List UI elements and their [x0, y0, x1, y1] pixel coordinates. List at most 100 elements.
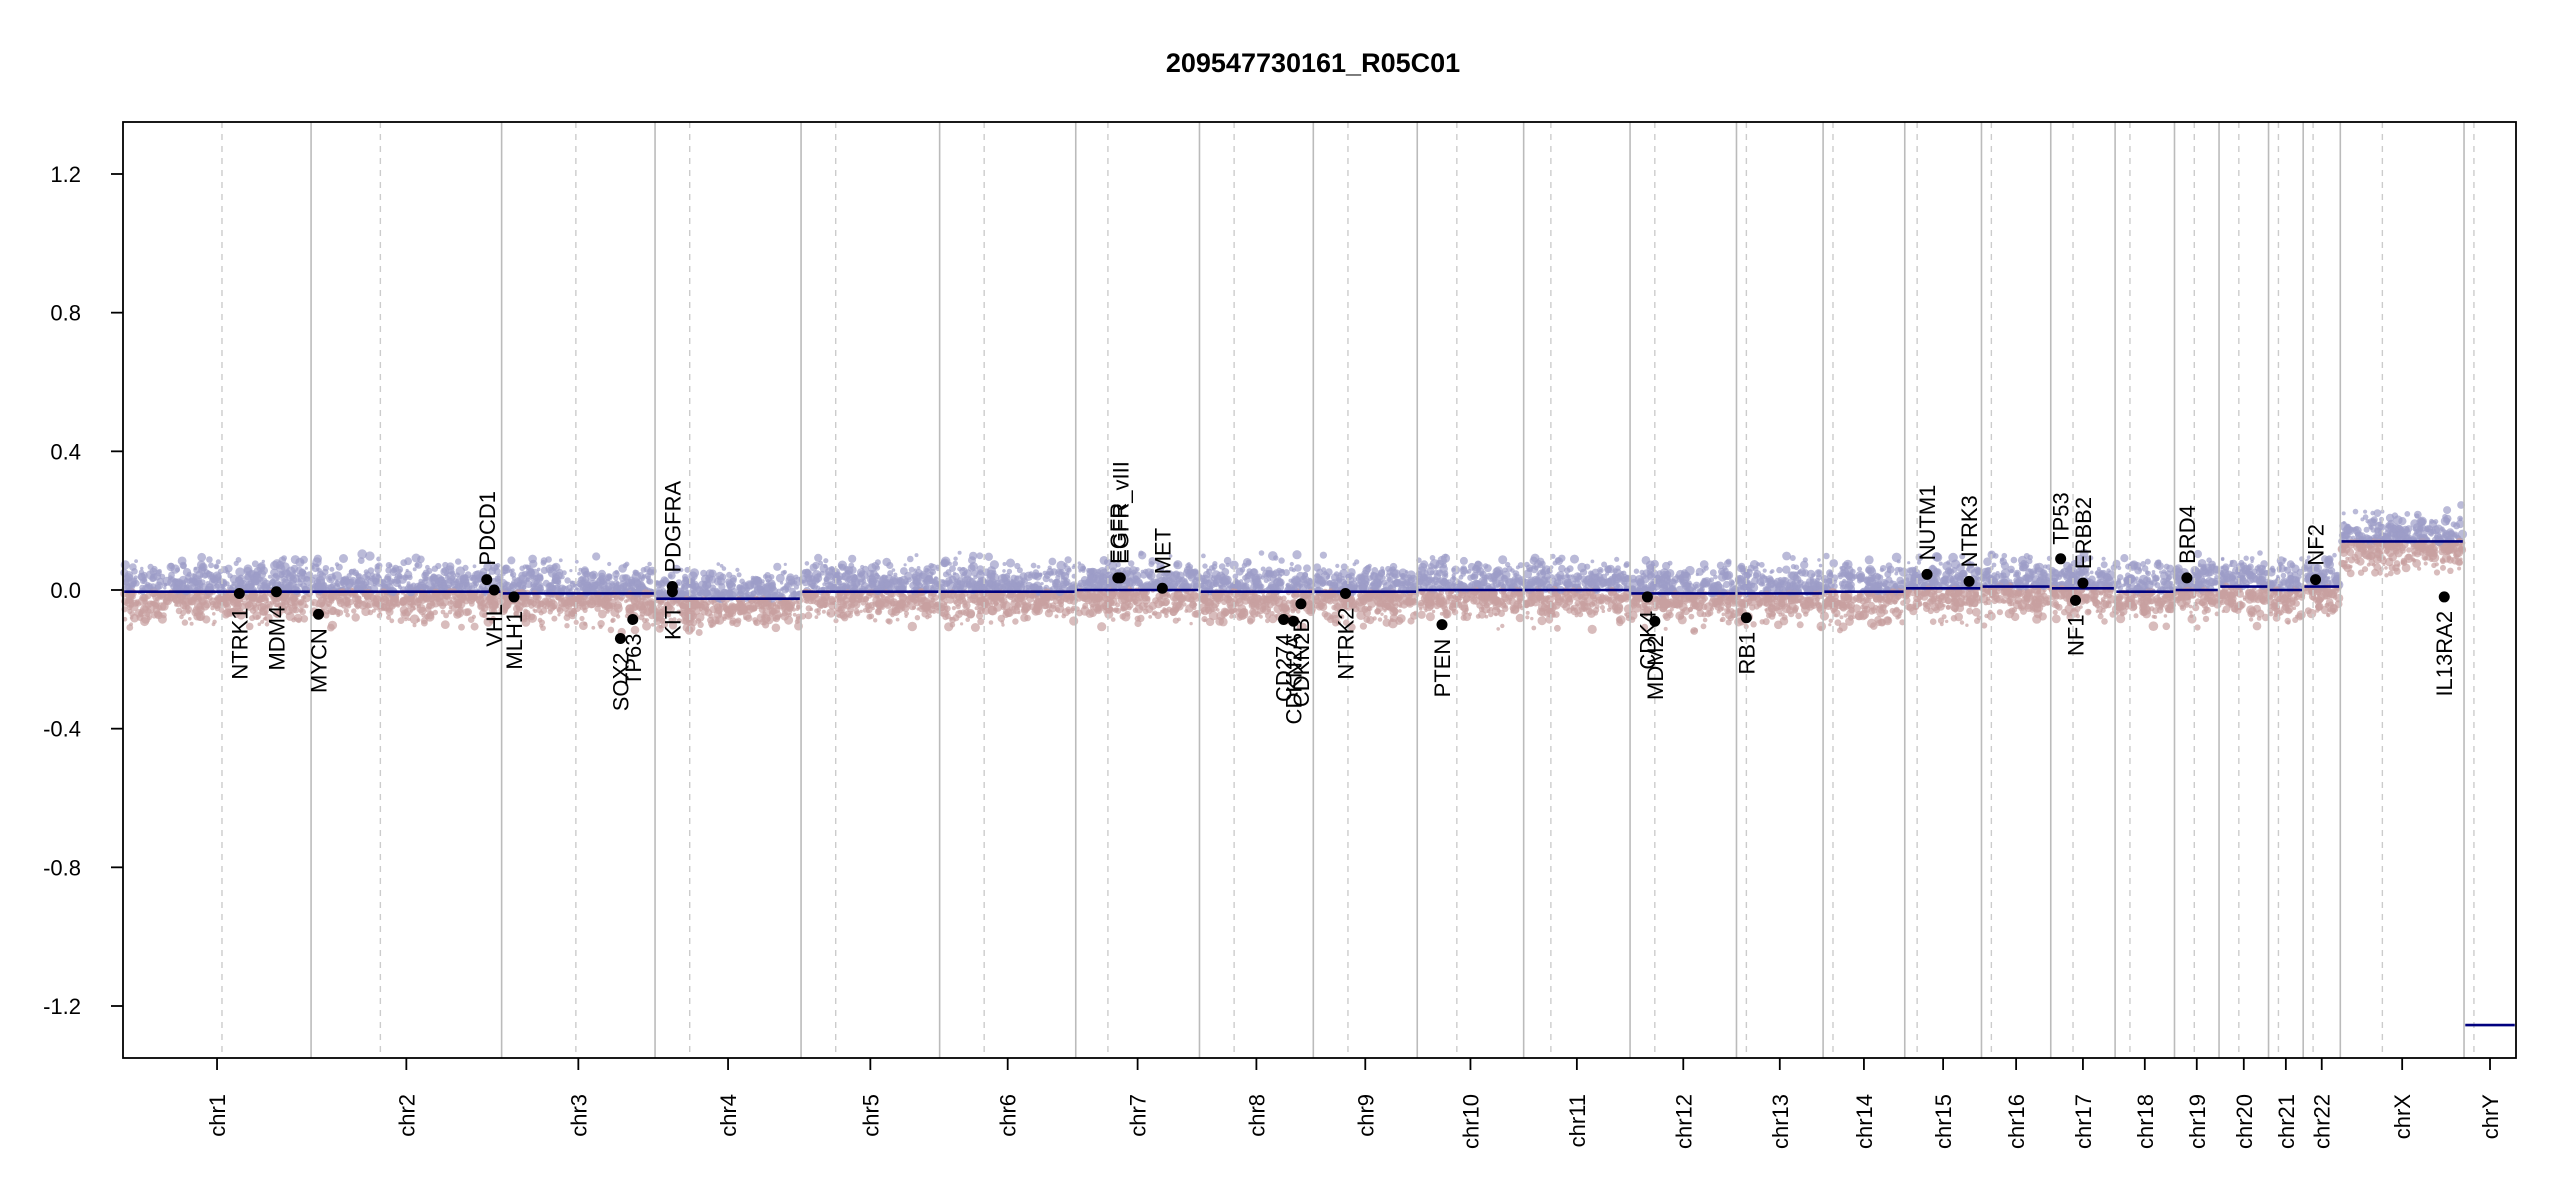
- probe-dot: [848, 554, 857, 563]
- probe-dot: [396, 572, 403, 579]
- probe-dot: [386, 579, 393, 586]
- probe-dot: [852, 585, 858, 591]
- probe-dot: [1266, 608, 1271, 613]
- probe-dot: [713, 610, 723, 619]
- probe-dot: [1242, 558, 1252, 567]
- probe-dot: [440, 620, 450, 629]
- probe-dot: [259, 606, 269, 616]
- probe-dot: [123, 601, 128, 607]
- probe-dot: [213, 563, 220, 570]
- probe-dot: [213, 602, 220, 609]
- probe-dot: [814, 595, 822, 603]
- probe-dot: [864, 603, 871, 610]
- probe-dot: [1046, 567, 1054, 576]
- probe-dot: [234, 576, 244, 586]
- probe-dot: [735, 567, 740, 573]
- probe-dot: [615, 581, 620, 585]
- probe-dot: [363, 588, 373, 599]
- probe-dot: [267, 574, 272, 579]
- probe-dot: [1265, 612, 1271, 619]
- probe-dot: [153, 572, 162, 581]
- probe-dot: [1302, 572, 1309, 578]
- probe-dot: [540, 566, 549, 575]
- probe-dot: [367, 567, 375, 574]
- probe-dot: [432, 609, 438, 616]
- probe-dot: [561, 596, 571, 607]
- probe-dot: [908, 603, 917, 611]
- probe-dot: [412, 567, 417, 572]
- probe-dot: [1089, 568, 1095, 574]
- probe-dot: [438, 591, 446, 600]
- probe-dot: [1323, 570, 1328, 576]
- chart-title: 209547730161_R05C01: [1166, 48, 1460, 78]
- probe-dot: [1120, 595, 1130, 604]
- probe-dot: [490, 563, 499, 572]
- probe-dot: [293, 613, 303, 623]
- probe-dot: [1317, 601, 1324, 608]
- probe-dot: [614, 569, 619, 575]
- probe-dot: [182, 605, 188, 611]
- probe-dot: [257, 622, 262, 626]
- probe-dot: [409, 583, 414, 588]
- probe-dot: [317, 568, 322, 573]
- probe-dot: [469, 596, 474, 601]
- probe-dot: [183, 577, 189, 583]
- probe-dot: [570, 586, 574, 591]
- probe-dot: [455, 566, 465, 576]
- probe-dot: [393, 576, 398, 581]
- probe-dot: [929, 563, 937, 571]
- probe-dot: [1172, 617, 1179, 624]
- probe-dot: [932, 609, 937, 614]
- probe-dot: [957, 566, 962, 572]
- probe-dot: [572, 601, 578, 606]
- probe-dot: [921, 610, 929, 618]
- probe-dot: [814, 615, 819, 619]
- probe-dot: [173, 594, 178, 599]
- probe-dot: [507, 556, 516, 565]
- probe-dot: [1268, 551, 1278, 561]
- probe-dot: [281, 596, 291, 606]
- probe-dot: [1289, 561, 1294, 567]
- probe-dot: [130, 580, 137, 587]
- probe-dot: [592, 552, 601, 561]
- probe-dot: [271, 573, 280, 582]
- probe-dot: [969, 551, 978, 561]
- probe-dot: [212, 619, 217, 624]
- probe-dot: [262, 593, 267, 598]
- probe-dot: [963, 603, 968, 608]
- probe-dot: [783, 562, 787, 567]
- probe-dot: [1295, 609, 1301, 614]
- probe-dot: [857, 578, 865, 586]
- probe-dot: [1332, 593, 1337, 598]
- probe-dot: [1357, 592, 1363, 599]
- probe-dot: [212, 612, 216, 616]
- probe-dot: [1288, 566, 1294, 572]
- probe-dot: [152, 592, 162, 602]
- probe-dot: [251, 576, 260, 586]
- probe-dot: [1203, 618, 1207, 622]
- probe-dot: [154, 584, 162, 591]
- probe-dot: [289, 593, 298, 602]
- probe-dot: [331, 574, 337, 580]
- probe-dot: [299, 583, 303, 588]
- probe-dot: [1279, 569, 1284, 574]
- probe-dot: [655, 581, 663, 589]
- probe-dot: [224, 581, 230, 587]
- probe-dot: [951, 606, 957, 611]
- probe-dot: [1194, 569, 1199, 574]
- probe-dot: [300, 615, 309, 623]
- probe-dot: [535, 574, 544, 583]
- probe-dot: [208, 562, 214, 569]
- probe-dot: [844, 577, 851, 584]
- probe-dot: [900, 567, 908, 575]
- probe-dot: [1004, 594, 1008, 598]
- probe-dot: [645, 575, 651, 581]
- probe-dot: [213, 583, 220, 590]
- probe-dot: [343, 608, 349, 614]
- probe-dot: [942, 571, 949, 578]
- probe-dot: [1171, 601, 1176, 606]
- probe-dot: [1067, 592, 1074, 599]
- probe-dot: [848, 603, 852, 607]
- probe-dot: [1048, 557, 1057, 566]
- probe-dot: [458, 612, 462, 616]
